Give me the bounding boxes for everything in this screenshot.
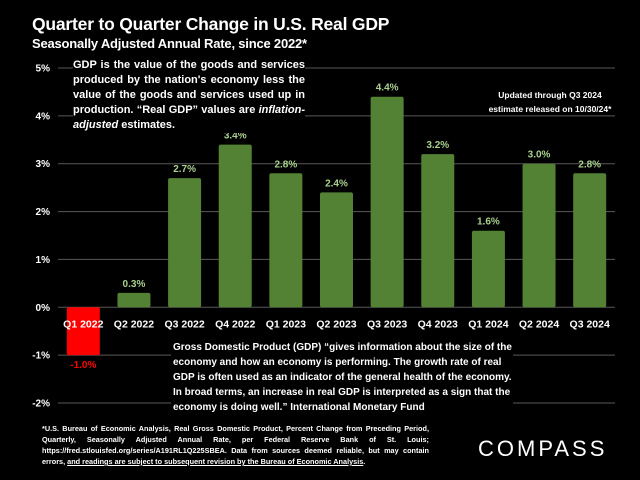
category-label: Q1 2022 (63, 318, 103, 330)
bar-q4-2022 (218, 144, 252, 308)
value-label: -1.0% (70, 360, 96, 371)
value-labels: -1.0% 0.3% 2.7% 3.4% 2.8% 2.4% 4.4% 3.2% 1.6% 3.0… (70, 83, 601, 371)
value-label: 3.0% (528, 150, 551, 161)
imf-quote: Gross Domestic Product (GDP) “gives info… (171, 340, 513, 415)
y-axis-ticks: 5% 4% 3% 2% 1% 0% -1% -2% (32, 64, 50, 410)
chart-title: Quarter to Quarter Change in U.S. Real G… (32, 14, 390, 34)
category-label: Q4 2023 (418, 318, 458, 330)
bar-q2-2023 (320, 192, 353, 308)
category-label: Q2 2022 (114, 318, 154, 330)
source-end: . (363, 457, 366, 466)
y-tick-label: 1% (36, 255, 51, 266)
y-tick-label: -1% (32, 351, 50, 362)
bars (66, 96, 607, 356)
y-tick-label: -2% (32, 399, 50, 410)
bar-q3-2022 (168, 178, 202, 308)
source-text: *U.S. Bureau of Economic Analysis, Real … (42, 424, 429, 466)
category-label: Q3 2023 (367, 318, 407, 330)
value-label: 3.4% (224, 131, 247, 142)
bar-q2-2022 (117, 292, 151, 308)
value-label: 2.4% (325, 178, 348, 189)
bar-q1-2024 (471, 230, 505, 308)
category-label: Q3 2024 (570, 318, 610, 330)
y-tick-label: 3% (36, 159, 51, 170)
value-label: 3.2% (426, 140, 449, 151)
bar-q1-2022 (66, 307, 100, 356)
y-tick-label: 0% (36, 303, 51, 314)
category-label: Q2 2023 (316, 318, 356, 330)
source-revision-note: and readings are subject to subsequent r… (67, 457, 364, 466)
bar-q1-2023 (269, 173, 303, 308)
category-label: Q2 2024 (519, 318, 559, 330)
y-tick-label: 4% (36, 111, 51, 122)
bar-q3-2023 (370, 96, 404, 308)
bar-q4-2023 (421, 154, 455, 308)
value-label: 2.8% (578, 159, 601, 170)
category-label: Q4 2022 (215, 318, 255, 330)
value-label: 2.7% (173, 164, 196, 175)
definition-text-end: estimates. (118, 119, 176, 131)
definition-text: GDP is the value of the goods and servic… (73, 59, 305, 116)
category-label: Q1 2024 (468, 318, 508, 330)
value-label: 2.8% (274, 159, 297, 170)
source-footnote: *U.S. Bureau of Economic Analysis, Real … (42, 423, 429, 467)
category-label: Q1 2023 (266, 318, 306, 330)
value-label: 0.3% (123, 279, 146, 290)
updated-note: Updated through Q3 2024 estimate release… (470, 88, 630, 116)
bar-q2-2024 (522, 163, 556, 308)
chart-subtitle: Seasonally Adjusted Annual Rate, since 2… (32, 36, 307, 51)
updated-line-2: estimate released on 10/30/24* (488, 104, 612, 114)
value-label: 4.4% (376, 83, 399, 94)
bar-q3-2024 (573, 173, 607, 308)
category-labels: Q1 2022 Q2 2022 Q3 2022 Q4 2022 Q1 2023 Q2 20… (63, 318, 610, 330)
category-label: Q3 2022 (164, 318, 204, 330)
value-label: 1.6% (477, 217, 500, 228)
y-tick-label: 2% (36, 207, 51, 218)
definition-italic: inflation-adjusted (73, 104, 305, 131)
compass-logo: COMPASS (478, 436, 608, 461)
updated-line-1: Updated through Q3 2024 (498, 90, 602, 100)
y-tick-label: 5% (36, 64, 51, 75)
gdp-definition-note: GDP is the value of the goods and servic… (73, 58, 305, 133)
